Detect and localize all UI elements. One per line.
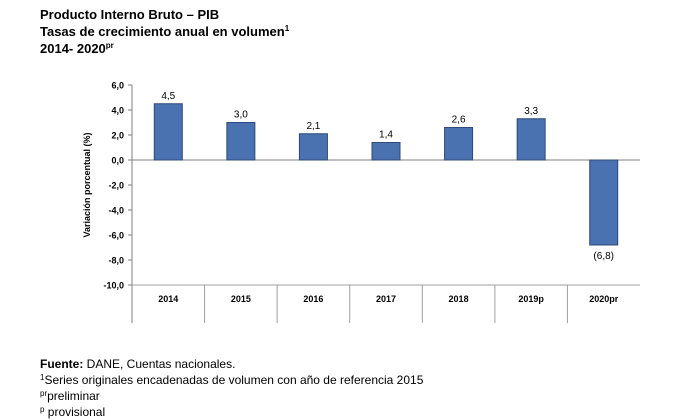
y-tick-label: 2,0	[111, 131, 124, 141]
footnote-p: p provisional	[40, 404, 423, 420]
footnote-p-text: provisional	[44, 405, 106, 419]
x-tick-label: 2014	[158, 294, 178, 304]
bar-2014	[153, 103, 183, 161]
y-tick-label: -4,0	[108, 206, 124, 216]
footnote-pr-sup: pr	[40, 389, 48, 398]
x-tick-label: 2016	[303, 294, 323, 304]
chart-notes: Fuente: DANE, Cuentas nacionales. 1Serie…	[40, 356, 423, 420]
chart-labels: 4,5 2014 3,0 2015 2,1 2016 1,4 2017 2,6 2018 3,3 20…	[158, 91, 618, 304]
title-line-2-text: Tasas de crecimiento anual en volumen	[40, 24, 285, 39]
title-line-2-sup: 1	[284, 24, 290, 33]
y-tick-label: -8,0	[108, 256, 124, 266]
footnote-p-sup: p	[40, 405, 45, 414]
chart-title-block: Producto Interno Bruto – PIB Tasas de cr…	[40, 6, 289, 57]
source-note: Fuente: DANE, Cuentas nacionales.	[40, 356, 423, 372]
data-label: 1,4	[379, 130, 393, 141]
title-line-3-sup: pr	[105, 41, 114, 50]
x-tick-label: 2018	[449, 294, 469, 304]
source-text: DANE, Cuentas nacionales.	[83, 357, 236, 371]
source-label: Fuente:	[40, 357, 84, 371]
data-label: 3,3	[524, 106, 538, 117]
bar-2015	[226, 122, 256, 161]
y-tick-label: -2,0	[108, 181, 124, 191]
data-label: 2,6	[452, 115, 466, 126]
chart-bars	[153, 103, 619, 246]
footnote-1: 1Series originales encadenadas de volume…	[40, 372, 423, 388]
x-tick-label: 2020pr	[589, 294, 619, 304]
data-label: 3,0	[234, 110, 248, 121]
y-tick-label: 6,0	[111, 81, 124, 91]
x-tick-label: 2019p	[518, 294, 544, 304]
data-label: (6,8)	[593, 251, 614, 262]
x-tick-label: 2017	[376, 294, 396, 304]
title-line-2: Tasas de crecimiento anual en volumen1	[40, 23, 289, 40]
y-axis-label: Variación porcentual (%)	[82, 132, 92, 237]
y-tick-label: 4,0	[111, 106, 124, 116]
bar-2019p	[516, 118, 546, 161]
footnote-1-text: Series originales encadenadas de volumen…	[44, 373, 424, 387]
bar-2016	[298, 133, 328, 161]
bar-2018	[444, 127, 474, 161]
y-tick-label: 0,0	[111, 156, 124, 166]
title-line-1: Producto Interno Bruto – PIB	[40, 7, 220, 22]
title-line-3: 2014- 2020pr	[40, 40, 289, 57]
data-label: 4,5	[161, 91, 175, 102]
footnote-1-sup: 1	[40, 373, 45, 382]
chart-axes: 6,0 4,0 2,0 0,0 -2,0 -4,0 -6,0 -8,0 -10,0	[103, 81, 640, 323]
footnote-pr: prpreliminar	[40, 388, 423, 404]
footnote-pr-text: preliminar	[47, 389, 100, 403]
y-tick-label: -10,0	[103, 281, 124, 291]
bar-2017	[371, 142, 401, 161]
bar-2020pr	[589, 159, 619, 246]
data-label: 2,1	[306, 121, 320, 132]
y-tick-label: -6,0	[108, 231, 124, 241]
x-tick-label: 2015	[231, 294, 251, 304]
title-line-3-text: 2014- 2020	[40, 41, 106, 56]
